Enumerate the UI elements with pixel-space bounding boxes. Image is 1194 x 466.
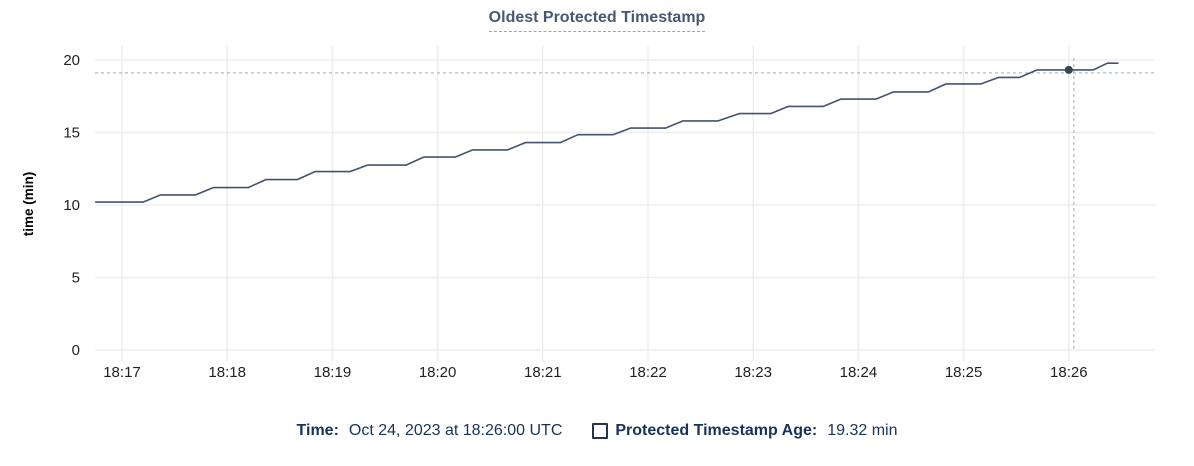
hover-legend: Time: Oct 24, 2023 at 18:26:00 UTC Prote… xyxy=(0,420,1194,442)
line-chart[interactable]: 0 5 10 15 20 18:17 18:18 18:19 18:20 18:21 18:22 18… xyxy=(0,0,1194,410)
y-tick-label: 0 xyxy=(72,342,80,359)
time-value: Oct 24, 2023 at 18:26:00 UTC xyxy=(348,422,563,439)
series-checkbox-icon[interactable] xyxy=(592,423,609,439)
x-tick-label: 18:20 xyxy=(419,364,457,381)
x-tick-label: 18:26 xyxy=(1050,364,1088,381)
x-tick-label: 18:24 xyxy=(840,364,878,381)
x-tick-label: 18:21 xyxy=(524,364,562,381)
chart-title[interactable]: Oldest Protected Timestamp xyxy=(488,9,706,32)
x-tick-label: 18:22 xyxy=(629,364,667,381)
y-tick-label: 10 xyxy=(63,197,80,214)
chart-header: Oldest Protected Timestamp xyxy=(0,9,1194,32)
data-line[interactable] xyxy=(94,62,1119,203)
series-value: 19.32 min xyxy=(827,422,898,439)
time-label: Time: xyxy=(296,422,339,439)
y-axis-title: time (min) xyxy=(21,172,36,237)
x-tick-label: 18:25 xyxy=(945,364,983,381)
hover-point-dot[interactable] xyxy=(1064,65,1073,74)
series-label: Protected Timestamp Age: xyxy=(615,422,818,439)
x-tick-label: 18:23 xyxy=(734,364,772,381)
y-tick-label: 20 xyxy=(63,52,80,69)
y-tick-label: 15 xyxy=(63,125,80,142)
x-tick-label: 18:18 xyxy=(208,364,246,381)
x-tick-label: 18:17 xyxy=(103,364,141,381)
y-tick-label: 5 xyxy=(72,270,80,287)
x-tick-label: 18:19 xyxy=(314,364,352,381)
